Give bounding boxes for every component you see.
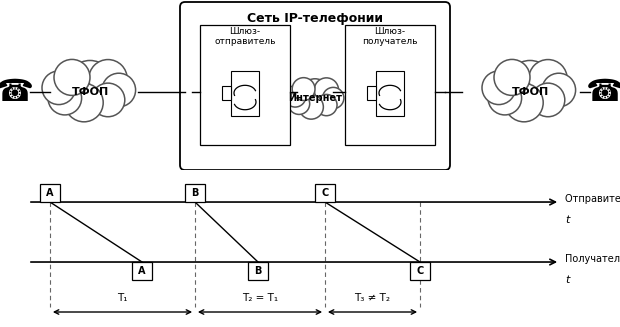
Bar xyxy=(231,71,259,115)
Bar xyxy=(200,25,290,145)
Text: Отправитель передает: Отправитель передает xyxy=(565,194,620,204)
Text: C: C xyxy=(417,266,423,276)
Text: A: A xyxy=(138,266,146,276)
Circle shape xyxy=(67,60,113,106)
Text: ☎: ☎ xyxy=(586,77,620,107)
Circle shape xyxy=(288,93,309,114)
Circle shape xyxy=(507,60,553,106)
Circle shape xyxy=(91,83,125,117)
Text: Шлюз-
отправитель: Шлюз- отправитель xyxy=(215,27,276,46)
Circle shape xyxy=(299,95,324,119)
Bar xyxy=(410,262,430,280)
Text: A: A xyxy=(46,188,54,198)
Circle shape xyxy=(316,95,337,116)
Circle shape xyxy=(65,83,103,122)
Text: ТФОП: ТФОП xyxy=(71,87,108,97)
Bar xyxy=(376,71,404,115)
Bar xyxy=(185,184,205,202)
Text: B: B xyxy=(192,188,198,198)
Text: C: C xyxy=(321,188,329,198)
Bar xyxy=(248,262,268,280)
Bar xyxy=(367,86,376,100)
Circle shape xyxy=(322,87,344,109)
Circle shape xyxy=(102,73,136,107)
Circle shape xyxy=(494,60,530,95)
Circle shape xyxy=(89,60,127,98)
Circle shape xyxy=(542,73,575,107)
Bar xyxy=(222,86,231,100)
Bar xyxy=(132,262,152,280)
Text: Получатель принимает: Получатель принимает xyxy=(565,254,620,264)
Bar xyxy=(315,184,335,202)
Bar xyxy=(40,184,60,202)
Circle shape xyxy=(54,60,90,95)
Text: t: t xyxy=(565,275,569,285)
Text: T₂ = T₁: T₂ = T₁ xyxy=(242,293,278,303)
Circle shape xyxy=(301,79,329,108)
Text: Шлюз-
получатель: Шлюз- получатель xyxy=(362,27,418,46)
Circle shape xyxy=(285,86,306,107)
Text: ТФОП: ТФОП xyxy=(512,87,549,97)
Text: T₃ ≠ T₂: T₃ ≠ T₂ xyxy=(355,293,391,303)
Text: T₁: T₁ xyxy=(117,293,128,303)
Circle shape xyxy=(482,71,516,105)
FancyBboxPatch shape xyxy=(180,2,450,170)
Text: Сеть IP-телефонии: Сеть IP-телефонии xyxy=(247,12,383,25)
Text: ☎: ☎ xyxy=(0,77,34,107)
Circle shape xyxy=(529,60,567,98)
Circle shape xyxy=(42,71,76,105)
Circle shape xyxy=(531,83,565,117)
Circle shape xyxy=(314,78,339,102)
Bar xyxy=(345,25,435,145)
Circle shape xyxy=(292,77,315,100)
Text: B: B xyxy=(254,266,262,276)
Circle shape xyxy=(488,81,521,115)
Circle shape xyxy=(505,83,543,122)
Circle shape xyxy=(48,81,82,115)
Text: t: t xyxy=(565,215,569,225)
Text: Интернет: Интернет xyxy=(288,93,342,103)
